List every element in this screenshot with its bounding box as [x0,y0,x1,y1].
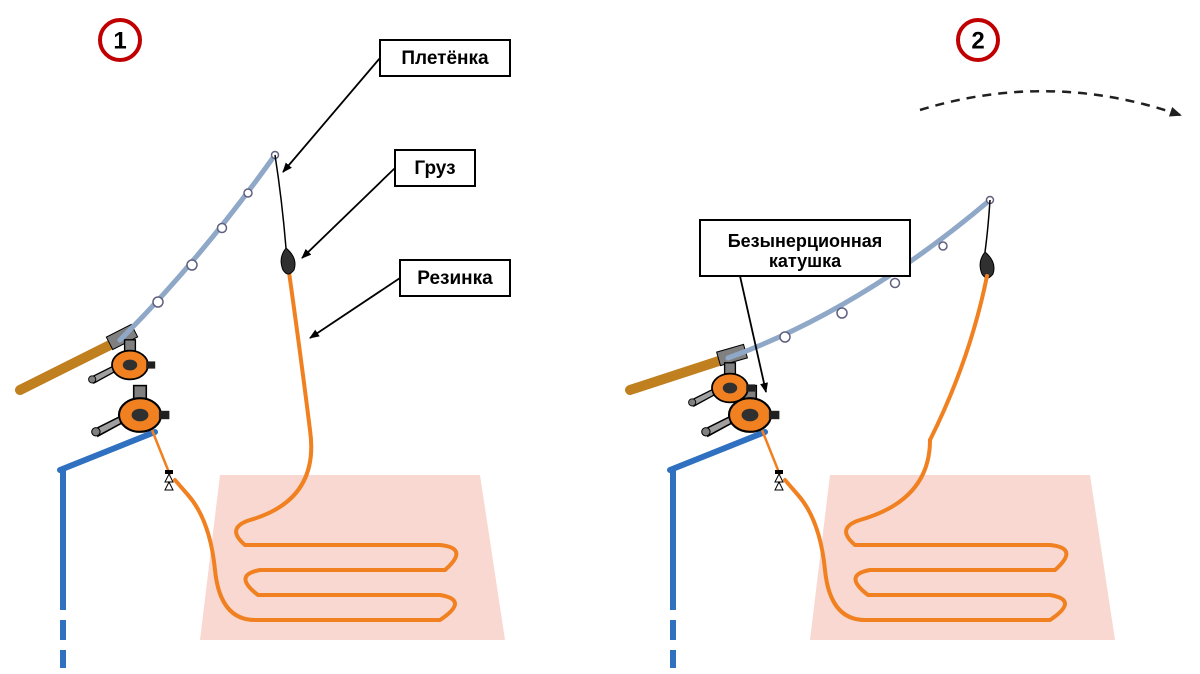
label-elastic-text: Резинка [417,268,493,289]
label-reel-text-line1: Безынерционная [728,231,883,251]
label-weight-text: Груз [414,158,455,179]
step-badge-2: 2 [958,20,998,60]
label-braid-text: Плетёнка [401,48,489,69]
panel-1 [20,152,505,669]
panel-2 [630,91,1180,668]
step-1-number: 1 [113,27,126,54]
label-weight: Груз [302,150,475,258]
cast-arc [920,91,1180,115]
step-badge-1: 1 [100,20,140,60]
step-2-number: 2 [971,27,984,54]
label-elastic: Резинка [310,260,510,338]
label-reel-text-line2: катушка [769,251,842,271]
